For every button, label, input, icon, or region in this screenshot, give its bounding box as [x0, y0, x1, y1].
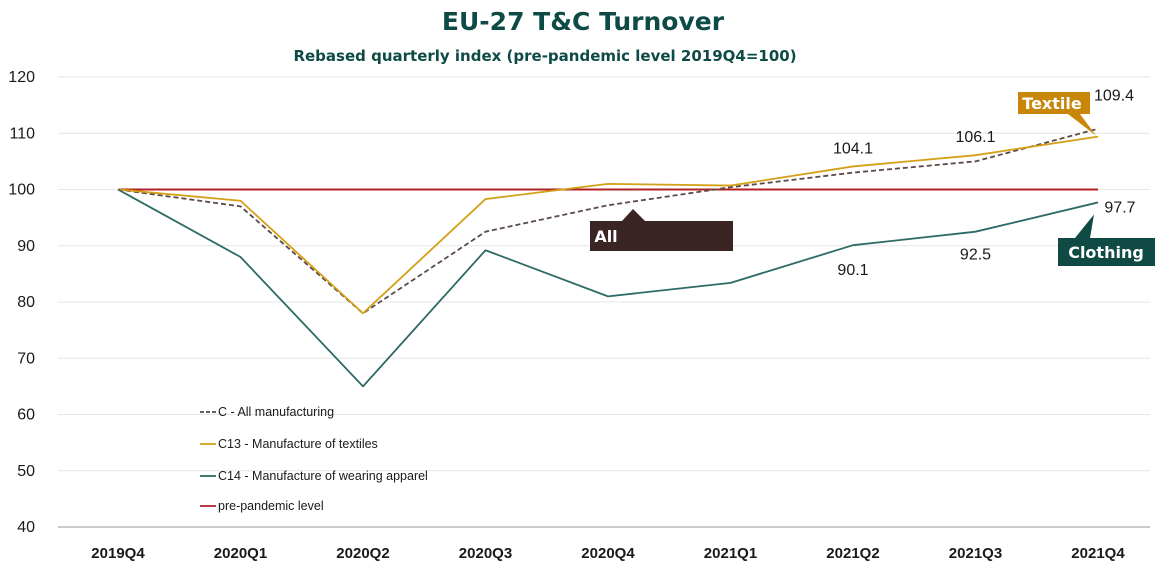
- legend-entry: pre-pandemic level: [218, 499, 324, 513]
- legend-entry: C14 - Manufacture of wearing apparel: [218, 469, 428, 483]
- series-line-2: [117, 188, 1099, 388]
- y-tick-label: 90: [17, 238, 35, 255]
- data-label: 109.4: [1094, 88, 1134, 105]
- y-tick-label: 70: [17, 350, 35, 367]
- x-axis: 2019Q4 2020Q1 2020Q2 2020Q3 2020Q4 2021Q1 2021…: [91, 545, 1125, 562]
- callout-textile-box: [1018, 92, 1096, 136]
- callout-all-box: [590, 209, 733, 251]
- x-tick-label: 2021Q2: [826, 545, 879, 562]
- callout-clothing-box: [1058, 214, 1155, 266]
- y-tick-label: 110: [9, 125, 35, 142]
- data-label: 104.1: [833, 140, 873, 157]
- legend-entry: C13 - Manufacture of textiles: [218, 437, 378, 451]
- callout-all-label: All: [594, 227, 617, 246]
- chart-subtitle: Rebased quarterly index (pre-pandemic le…: [293, 47, 796, 65]
- series-line-0: [117, 127, 1099, 315]
- y-tick-label: 120: [8, 69, 35, 86]
- y-tick-label: 80: [17, 294, 35, 311]
- x-tick-label: 2020Q4: [581, 545, 635, 562]
- y-tick-label: 60: [17, 407, 35, 424]
- chart-title: EU-27 T&C Turnover: [442, 7, 725, 36]
- y-tick-label: 100: [8, 182, 35, 199]
- x-tick-label: 2019Q4: [91, 545, 145, 562]
- data-label: 106.1: [955, 129, 995, 146]
- legend: C - All manufacturing C13 - Manufacture o…: [200, 405, 428, 513]
- x-tick-label: 2021Q3: [949, 545, 1002, 562]
- callout-textile-label: Textile: [1022, 94, 1082, 113]
- x-tick-label: 2021Q4: [1071, 545, 1125, 562]
- y-tick-label: 50: [17, 463, 35, 480]
- callouts: Textile All Clothing: [590, 92, 1155, 266]
- data-label: 97.7: [1104, 199, 1135, 216]
- data-label: 90.1: [837, 262, 868, 279]
- legend-entry: C - All manufacturing: [218, 405, 334, 419]
- data-labels: 104.1 106.1 109.4 90.1 92.5 97.7: [833, 88, 1136, 280]
- y-tick-label: 40: [17, 519, 35, 536]
- series-lines: [117, 127, 1099, 388]
- x-tick-label: 2020Q1: [214, 545, 267, 562]
- x-tick-label: 2020Q3: [459, 545, 512, 562]
- x-tick-label: 2021Q1: [704, 545, 757, 562]
- callout-clothing-label: Clothing: [1068, 243, 1144, 262]
- series-line-1: [117, 135, 1099, 315]
- data-label: 92.5: [960, 247, 991, 264]
- y-axis: 40 50 60 70 80 90 100 110 120: [8, 69, 35, 536]
- x-tick-label: 2020Q2: [336, 545, 389, 562]
